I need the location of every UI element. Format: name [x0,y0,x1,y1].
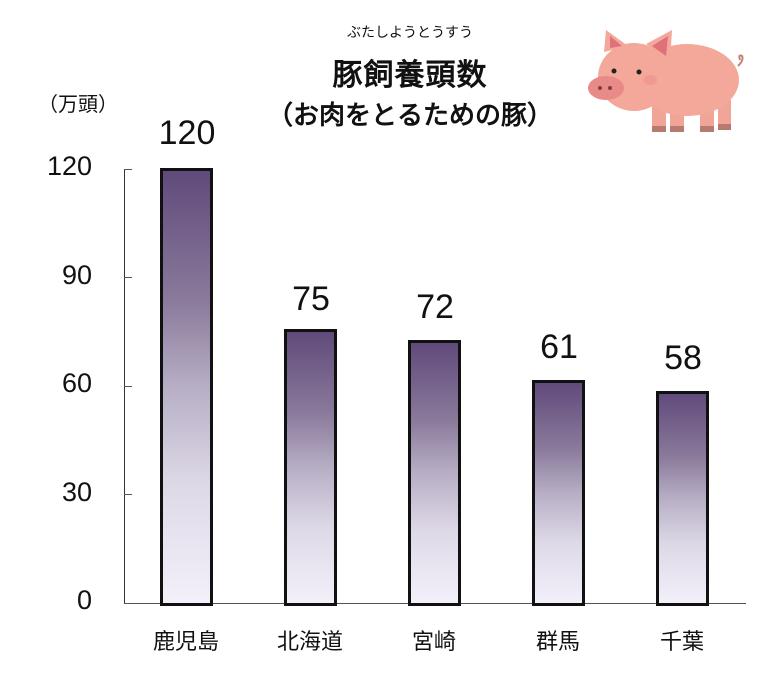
bar-hokkaido [284,329,337,606]
bar-value-label: 58 [664,339,702,377]
chart-subtitle: （お肉をとるための豚） [266,101,553,131]
y-tick-mark [124,169,132,170]
bar-value-label: 72 [416,288,454,326]
bar-gunma [532,380,585,606]
bar-value-label: 61 [540,328,578,366]
category-label: 千葉 [659,630,704,655]
bar-kagoshima [160,168,213,606]
y-tick-label: 30 [61,477,92,507]
y-tick-label: 90 [61,260,92,290]
category-label: 北海道 [276,630,343,655]
title-ruby: ぶたしようとうすう [347,25,473,41]
category-label: 宮崎 [411,630,456,655]
bar-chiba [656,391,709,606]
y-tick-mark [124,277,132,278]
y-tick-mark [124,494,132,495]
chart-title: 豚飼養頭数 [332,58,488,93]
y-axis-unit-label: （万頭） [38,92,118,116]
y-tick-label: 0 [76,585,92,615]
y-tick-label: 120 [46,151,92,181]
bar-value-label: 75 [292,280,330,318]
y-tick-label: 60 [61,368,92,398]
category-label: 群馬 [535,630,580,655]
bar-value-label: 120 [158,114,216,152]
y-tick-mark [124,386,132,387]
category-label: 鹿児島 [152,630,219,655]
bar-miyazaki [408,340,461,606]
pig-icon [588,30,744,132]
